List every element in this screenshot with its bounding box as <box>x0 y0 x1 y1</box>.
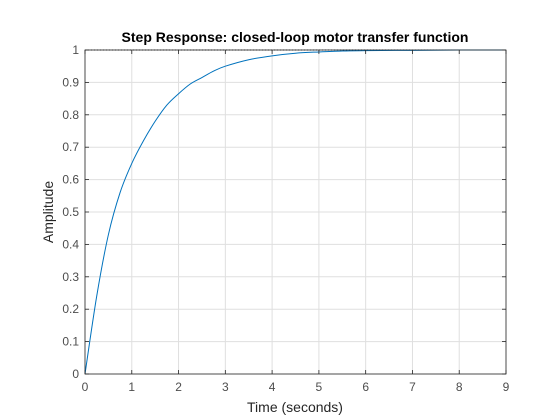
y-tick-label: 0.4 <box>62 237 79 251</box>
x-tick-label: 9 <box>503 380 510 394</box>
y-tick-label: 0.1 <box>62 335 79 349</box>
x-tick-label: 8 <box>456 380 463 394</box>
x-tick-label: 4 <box>269 380 276 394</box>
y-tick-label: 0.3 <box>62 270 79 284</box>
y-tick-label: 0.2 <box>62 302 79 316</box>
x-tick-label: 6 <box>362 380 369 394</box>
y-tick-label: 1 <box>72 43 79 57</box>
x-tick-label: 3 <box>222 380 229 394</box>
tick-marks <box>84 49 507 375</box>
y-tick-label: 0.8 <box>62 108 79 122</box>
y-tick-label: 0 <box>72 367 79 381</box>
x-tick-label: 1 <box>128 380 135 394</box>
y-tick-label: 0.6 <box>62 173 79 187</box>
y-axis-label: Amplitude <box>40 181 56 243</box>
x-tick-label: 5 <box>316 380 323 394</box>
x-tick-label: 0 <box>82 380 89 394</box>
x-tick-label: 7 <box>409 380 416 394</box>
y-tick-label: 0.9 <box>62 75 79 89</box>
x-axis-label: Time (seconds) <box>247 399 343 415</box>
x-tick-label: 2 <box>175 380 182 394</box>
y-tick-label: 0.7 <box>62 140 79 154</box>
tick-labels: 0 1 2 3 4 5 6 7 8 9 0 0.1 0.2 0.3 0.4 0.5 0.6 0.7 0.8 0.9 1 <box>62 43 509 394</box>
y-tick-label: 0.5 <box>62 205 79 219</box>
series-line-step-response <box>84 49 507 375</box>
chart-title: Step Response: closed-loop motor transfe… <box>122 29 469 45</box>
grid-lines <box>84 49 507 375</box>
